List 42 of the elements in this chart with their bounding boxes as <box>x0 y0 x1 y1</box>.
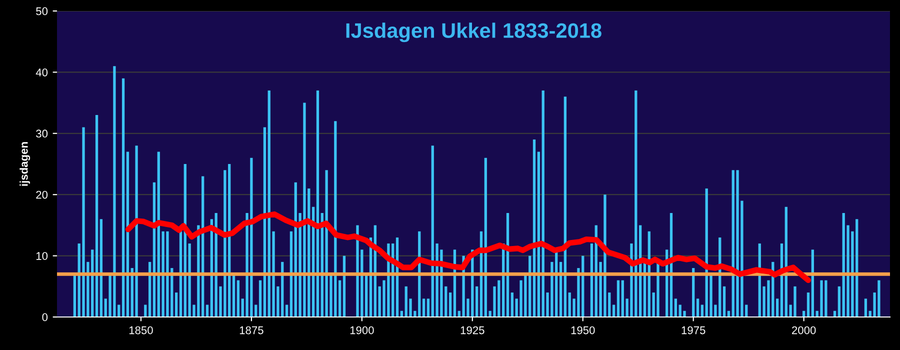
bar <box>864 298 868 317</box>
bar <box>290 231 293 317</box>
y-tick-label: 0 <box>42 313 48 322</box>
bar <box>316 90 320 317</box>
bar <box>806 292 810 317</box>
bar <box>475 286 478 317</box>
bar <box>122 78 125 317</box>
bar <box>95 115 98 317</box>
bar <box>838 286 841 317</box>
x-tick-label: 1925 <box>460 326 484 334</box>
bar <box>236 280 240 317</box>
bar <box>656 262 660 317</box>
y-tick-label: 30 <box>36 130 48 138</box>
y-tick-label: 50 <box>36 7 48 16</box>
bar <box>448 292 452 317</box>
bar <box>722 286 726 317</box>
y-tick-label: 20 <box>36 190 48 199</box>
x-tick-label: 1900 <box>350 326 374 334</box>
bar <box>696 298 700 317</box>
bar <box>100 219 103 317</box>
bar <box>356 225 359 317</box>
bar <box>510 292 514 317</box>
bar <box>564 96 567 317</box>
bar <box>258 280 262 317</box>
x-tick-label: 1950 <box>571 326 595 334</box>
x-tick-label: 1875 <box>240 326 264 334</box>
bar <box>338 280 342 317</box>
y-tick-label: 40 <box>36 68 48 76</box>
bar <box>422 298 426 317</box>
x-tick-label: 1975 <box>682 326 706 334</box>
x-tick-label: 2000 <box>792 326 816 334</box>
bar <box>135 146 138 317</box>
bar <box>674 298 677 317</box>
y-axis-title: ijsdagen <box>20 142 30 186</box>
bar <box>820 280 823 317</box>
bar <box>174 292 178 317</box>
bar <box>426 298 430 317</box>
bar <box>616 280 620 317</box>
bar <box>776 298 779 317</box>
x-tick-label: 1850 <box>129 326 153 334</box>
text: IJsdagen Ukkel 1833-2018 <box>346 22 602 42</box>
y-tick-label: 10 <box>36 252 48 260</box>
